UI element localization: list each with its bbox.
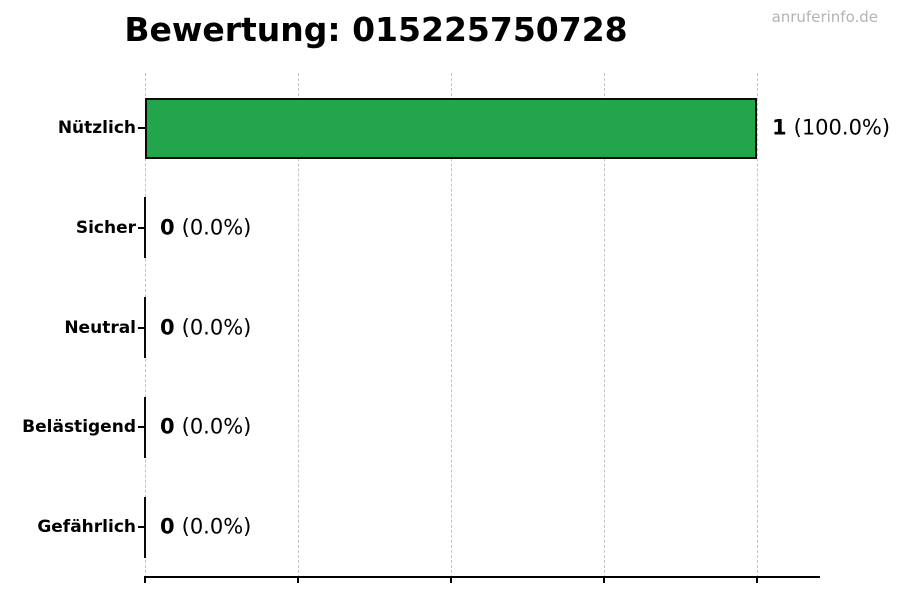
- y-axis-tick: [138, 226, 145, 229]
- x-axis-tick: [144, 578, 146, 583]
- value-percentage: (0.0%): [181, 215, 252, 240]
- y-axis-tick: [138, 526, 145, 528]
- zero-bar: [144, 297, 146, 358]
- category-label: Sicher: [75, 217, 136, 238]
- zero-bar: [144, 496, 146, 558]
- value-percentage: (0.0%): [181, 315, 252, 340]
- x-axis-tick: [297, 578, 299, 583]
- value-percentage: (0.0%): [181, 414, 252, 439]
- y-axis-tick: [138, 127, 145, 129]
- gridline: [604, 73, 605, 578]
- x-axis-tick: [603, 578, 605, 583]
- category-label: Neutral: [64, 317, 136, 338]
- chart-title: Bewertung: 015225750728: [124, 10, 628, 49]
- value-label: 0 (0.0%): [160, 415, 251, 439]
- x-axis-tick: [756, 578, 758, 583]
- watermark: anruferinfo.de: [771, 8, 878, 26]
- zero-bar: [144, 396, 146, 458]
- bar: [145, 97, 757, 159]
- value-count: 0: [160, 315, 175, 340]
- x-axis-tick: [450, 578, 452, 583]
- value-count: 0: [160, 215, 175, 240]
- category-label: Belästigend: [22, 417, 136, 438]
- y-axis-tick: [138, 326, 145, 329]
- y-axis-tick: [138, 426, 145, 429]
- value-count: 1: [772, 115, 787, 140]
- category-label: Gefährlich: [37, 517, 136, 537]
- value-percentage: (0.0%): [181, 514, 252, 539]
- value-percentage: (100.0%): [793, 115, 891, 140]
- category-label: Nützlich: [57, 118, 136, 138]
- value-count: 0: [160, 514, 175, 539]
- value-label: 0 (0.0%): [160, 315, 251, 339]
- zero-bar: [144, 197, 146, 259]
- value-label: 0 (0.0%): [160, 215, 251, 239]
- value-count: 0: [160, 414, 175, 439]
- value-label: 0 (0.0%): [160, 515, 251, 539]
- gridline: [298, 73, 299, 578]
- x-axis-line: [144, 576, 820, 578]
- gridline: [757, 73, 758, 578]
- gridline: [451, 73, 452, 578]
- value-label: 1 (100.0%): [772, 116, 890, 140]
